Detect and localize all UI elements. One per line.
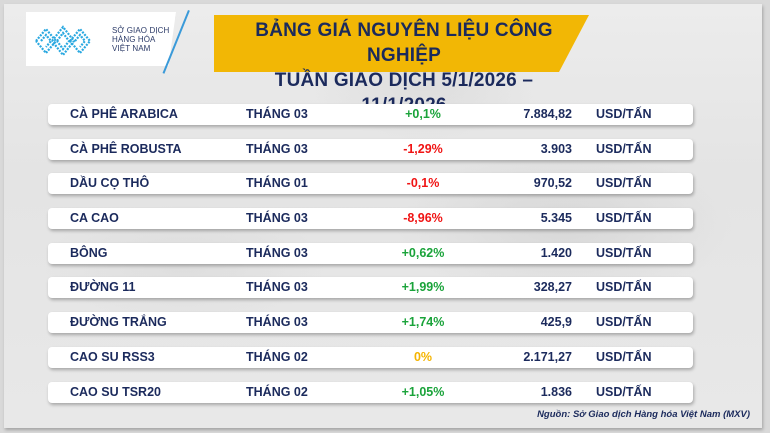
logo-text: SỞ GIAO DỊCH HÀNG HÓA VIỆT NAM xyxy=(112,26,169,53)
price-change: +0,1% xyxy=(405,107,441,121)
price-unit: USD/TẤN xyxy=(596,107,652,121)
price-value: 1.836 xyxy=(540,384,572,399)
price-unit: USD/TẤN xyxy=(596,141,652,156)
price-value: 1.420 xyxy=(540,245,572,260)
contract-month: THÁNG 03 xyxy=(246,107,308,121)
price-change: -1,29% xyxy=(403,141,443,156)
table-row: CAO SU TSR20 THÁNG 02 +1,05% 1.836 USD/T… xyxy=(48,381,693,403)
price-unit: USD/TẤN xyxy=(596,384,652,399)
price-unit: USD/TẤN xyxy=(596,349,652,364)
price-unit: USD/TẤN xyxy=(596,315,652,330)
logo-line-3: VIỆT NAM xyxy=(112,44,151,53)
title-banner xyxy=(214,15,589,72)
price-value: 328,27 xyxy=(533,280,572,295)
price-unit: USD/TẤN xyxy=(596,280,652,295)
infographic-frame: SỞ GIAO DỊCH HÀNG HÓA VIỆT NAM BẢNG GIÁ … xyxy=(4,4,762,428)
contract-month: THÁNG 03 xyxy=(246,211,308,226)
commodity-name: ĐƯỜNG 11 xyxy=(70,280,136,295)
price-change: +1,05% xyxy=(401,384,445,399)
contract-month: THÁNG 03 xyxy=(246,245,308,260)
price-value: 2.171,27 xyxy=(523,349,572,364)
commodity-name: ĐƯỜNG TRẮNG xyxy=(70,315,167,330)
page-title: BẢNG GIÁ NGUYÊN LIỆU CÔNG NGHIỆP TUẦN GI… xyxy=(234,18,574,118)
contract-month: THÁNG 03 xyxy=(246,280,308,295)
price-value: 970,52 xyxy=(533,176,572,191)
contract-month: THÁNG 01 xyxy=(246,176,308,191)
commodity-name: DẦU CỌ THÔ xyxy=(70,176,150,191)
price-value: 425,9 xyxy=(540,315,572,330)
logo-line-1: SỞ GIAO DỊCH xyxy=(112,26,170,35)
contract-month: THÁNG 02 xyxy=(246,349,308,364)
price-unit: USD/TẤN xyxy=(596,245,652,260)
price-change: +1,74% xyxy=(401,315,445,330)
table-row: CÀ PHÊ ARABICA THÁNG 03 +0,1% 7.884,82 U… xyxy=(48,104,693,125)
price-value: 5.345 xyxy=(540,211,572,226)
price-change: +1,99% xyxy=(401,280,445,295)
mxv-logo: SỞ GIAO DỊCH HÀNG HÓA VIỆT NAM xyxy=(26,12,176,66)
table-row: ĐƯỜNG 11 THÁNG 03 +1,99% 328,27 USD/TẤN xyxy=(48,277,693,299)
commodity-name: CÀ PHÊ ROBUSTA xyxy=(70,141,182,156)
price-unit: USD/TẤN xyxy=(596,176,652,191)
table-row: ĐƯỜNG TRẮNG THÁNG 03 +1,74% 425,9 USD/TẤ… xyxy=(48,312,693,334)
table-row: CAO SU RSS3 THÁNG 02 0% 2.171,27 USD/TẤN xyxy=(48,346,693,368)
contract-month: THÁNG 02 xyxy=(246,384,308,399)
table-row: DẦU CỌ THÔ THÁNG 01 -0,1% 970,52 USD/TẤN xyxy=(48,173,693,195)
table-row: CA CAO THÁNG 03 -8,96% 5.345 USD/TẤN xyxy=(48,208,693,230)
price-change: 0% xyxy=(413,349,433,364)
price-change: +0,62% xyxy=(401,245,445,260)
commodity-name: CAO SU TSR20 xyxy=(70,384,161,399)
price-table: CÀ PHÊ ARABICA THÁNG 03 +0,1% 7.884,82 U… xyxy=(48,104,693,416)
source-note: Nguồn: Sở Giao dịch Hàng hóa Việt Nam (M… xyxy=(537,409,750,420)
price-change: -0,1% xyxy=(406,176,440,191)
commodity-name: BÔNG xyxy=(70,245,108,260)
price-change: -8,96% xyxy=(403,211,443,226)
logo-line-2: HÀNG HÓA xyxy=(112,35,156,44)
contract-month: THÁNG 03 xyxy=(246,141,308,156)
price-unit: USD/TẤN xyxy=(596,211,652,226)
commodity-name: CA CAO xyxy=(70,211,119,226)
title-line-1: BẢNG GIÁ NGUYÊN LIỆU CÔNG NGHIỆP xyxy=(255,20,553,66)
logo-card xyxy=(26,12,176,66)
price-value: 7.884,82 xyxy=(523,107,572,121)
table-row: CÀ PHÊ ROBUSTA THÁNG 03 -1,29% 3.903 USD… xyxy=(48,138,693,160)
price-value: 3.903 xyxy=(540,141,572,156)
commodity-name: CÀ PHÊ ARABICA xyxy=(70,107,178,121)
table-row: BÔNG THÁNG 03 +0,62% 1.420 USD/TẤN xyxy=(48,242,693,264)
commodity-name: CAO SU RSS3 xyxy=(70,349,155,364)
contract-month: THÁNG 03 xyxy=(246,315,308,330)
mxv-logo-mark-icon xyxy=(35,25,92,57)
